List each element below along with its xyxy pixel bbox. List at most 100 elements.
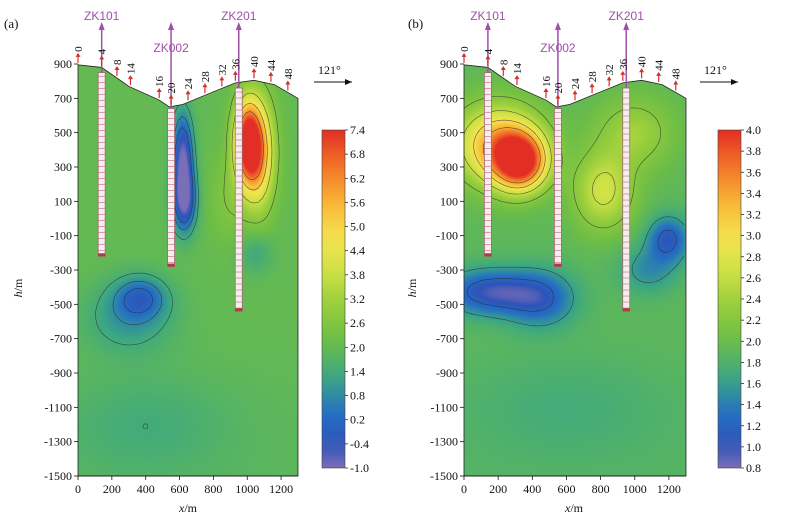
station-marker: 16 bbox=[154, 76, 166, 99]
station-arrowhead bbox=[656, 71, 662, 76]
colorbar-tick-label: 1.6 bbox=[746, 377, 761, 391]
plot-outline-a bbox=[77, 64, 299, 477]
station-label: 0 bbox=[459, 46, 471, 52]
colorbar-tick-label: -0.4 bbox=[350, 437, 369, 451]
station-arrowhead bbox=[485, 55, 491, 60]
y-tick-label: -1300 bbox=[430, 435, 458, 449]
well-label: ZK002 bbox=[153, 41, 189, 55]
colorbar-a: 7.4 6.8 6.2 5.6 5.0 4.4 3.8 3.2 2.6 2.0 1.4 0.8 0.2 -… bbox=[321, 123, 369, 475]
colorbar-tick-label: 7.4 bbox=[350, 123, 365, 137]
station-label: 28 bbox=[200, 71, 212, 83]
colorbar-tick-label: 4.0 bbox=[746, 123, 761, 137]
colorbar-tick-label: 3.8 bbox=[350, 268, 365, 282]
colorbar-tick-label: 2.6 bbox=[350, 316, 365, 330]
well-label: ZK201 bbox=[609, 9, 645, 23]
station-arrowhead bbox=[285, 80, 291, 85]
station-arrowhead bbox=[543, 88, 549, 93]
x-tick-label: 200 bbox=[489, 482, 507, 496]
wells-b: ZK101 ZK002 ZK201 bbox=[470, 9, 645, 312]
station-arrowhead bbox=[268, 71, 274, 76]
colorbar-b: 4.0 3.8 3.6 3.4 3.2 3.0 2.8 2.6 2.4 2.2 2.0 1.8 1.6 1… bbox=[717, 123, 761, 475]
borehole-column bbox=[97, 72, 106, 257]
well-arrowhead bbox=[235, 22, 242, 30]
station-marker: 20 bbox=[553, 82, 565, 105]
station-marker: 0 bbox=[73, 46, 85, 63]
colorbar-tick-label: 1.8 bbox=[746, 355, 761, 369]
colorbar-tick-label: 6.8 bbox=[350, 147, 365, 161]
x-axis-label-b: x/m bbox=[564, 501, 584, 515]
colorbar-tick-label: 2.2 bbox=[746, 313, 761, 327]
y-axis-label-a: h/m bbox=[11, 278, 25, 297]
station-marker: 48 bbox=[671, 68, 683, 91]
x-tick-label: 200 bbox=[103, 482, 121, 496]
station-arrowhead bbox=[185, 90, 191, 95]
station-marker: 8 bbox=[112, 59, 124, 77]
station-label: 4 bbox=[97, 48, 109, 54]
y-tick-label: -900 bbox=[436, 366, 458, 380]
station-marker: 36 bbox=[618, 58, 630, 81]
contours-b bbox=[464, 96, 685, 327]
station-arrowhead bbox=[620, 70, 626, 75]
contour-line bbox=[464, 216, 685, 327]
colorbar-tick-label: 0.2 bbox=[350, 413, 365, 427]
borehole-column bbox=[622, 87, 631, 312]
station-marker: 4 bbox=[483, 48, 495, 66]
y-tick-label: 900 bbox=[54, 57, 72, 71]
y-tick-label: 300 bbox=[54, 160, 72, 174]
station-arrowhead bbox=[114, 66, 120, 71]
station-label: 28 bbox=[587, 71, 599, 83]
station-label: 40 bbox=[637, 56, 649, 68]
station-label: 24 bbox=[570, 78, 582, 90]
station-marker: 40 bbox=[249, 56, 261, 79]
y-tick-label: -1500 bbox=[44, 469, 72, 483]
station-marker: 48 bbox=[283, 68, 295, 91]
station-label: 36 bbox=[618, 58, 630, 70]
station-label: 16 bbox=[541, 76, 553, 88]
station-arrowhead bbox=[606, 76, 612, 81]
x-tick-label: 800 bbox=[204, 482, 222, 496]
station-arrowhead bbox=[156, 88, 162, 93]
station-marker: 24 bbox=[570, 78, 582, 101]
well-arrowhead bbox=[484, 22, 491, 30]
colorbar-tick-label: 1.2 bbox=[746, 419, 761, 433]
station-arrowhead bbox=[572, 90, 578, 95]
colorbar-gradient bbox=[321, 129, 346, 469]
station-label: 36 bbox=[230, 58, 242, 70]
borehole-bottom bbox=[554, 263, 562, 267]
station-arrowhead bbox=[514, 75, 520, 80]
x-tick-label: 400 bbox=[523, 482, 541, 496]
x-axis-a: 0 400 800 1200 200 600 1000 bbox=[75, 475, 298, 496]
y-tick-label: -300 bbox=[436, 263, 458, 277]
well-zk002: ZK002 bbox=[153, 22, 189, 267]
panel-label-b: (b) bbox=[408, 16, 423, 31]
direction-label-b: 121° bbox=[704, 63, 727, 77]
well-label: ZK101 bbox=[84, 9, 120, 23]
borehole-bottom bbox=[235, 308, 243, 312]
colorbar-tick-label: 0.8 bbox=[350, 389, 365, 403]
x-tick-label: 1200 bbox=[269, 482, 293, 496]
station-label: 32 bbox=[217, 64, 229, 75]
y-tick-label: -900 bbox=[50, 366, 72, 380]
station-arrowhead bbox=[555, 94, 561, 99]
y-tick-label: -100 bbox=[436, 229, 458, 243]
colorbar-tick-label: 2.0 bbox=[350, 340, 365, 354]
borehole-column bbox=[554, 108, 562, 267]
x-tick-label: 1200 bbox=[657, 482, 681, 496]
y-tick-label: -700 bbox=[50, 332, 72, 346]
station-arrowhead bbox=[232, 70, 238, 75]
x-tick-label: 600 bbox=[171, 482, 189, 496]
colorbar-tick-label: 2.4 bbox=[746, 292, 761, 306]
station-arrowhead bbox=[589, 83, 595, 88]
well-arrowhead bbox=[98, 22, 105, 30]
x-tick-label: 0 bbox=[75, 482, 81, 496]
colorbar-tick-label: 5.6 bbox=[350, 195, 365, 209]
borehole-bottom bbox=[98, 253, 106, 257]
station-label: 14 bbox=[512, 63, 524, 75]
colorbar-tick-label: 3.6 bbox=[746, 165, 761, 179]
y-tick-label: 500 bbox=[54, 126, 72, 140]
colorbar-tick-label: 5.0 bbox=[350, 220, 365, 234]
direction-arrowhead-b bbox=[731, 79, 738, 85]
station-arrowhead bbox=[673, 80, 679, 85]
direction-arrow-b: 121° bbox=[700, 63, 738, 85]
